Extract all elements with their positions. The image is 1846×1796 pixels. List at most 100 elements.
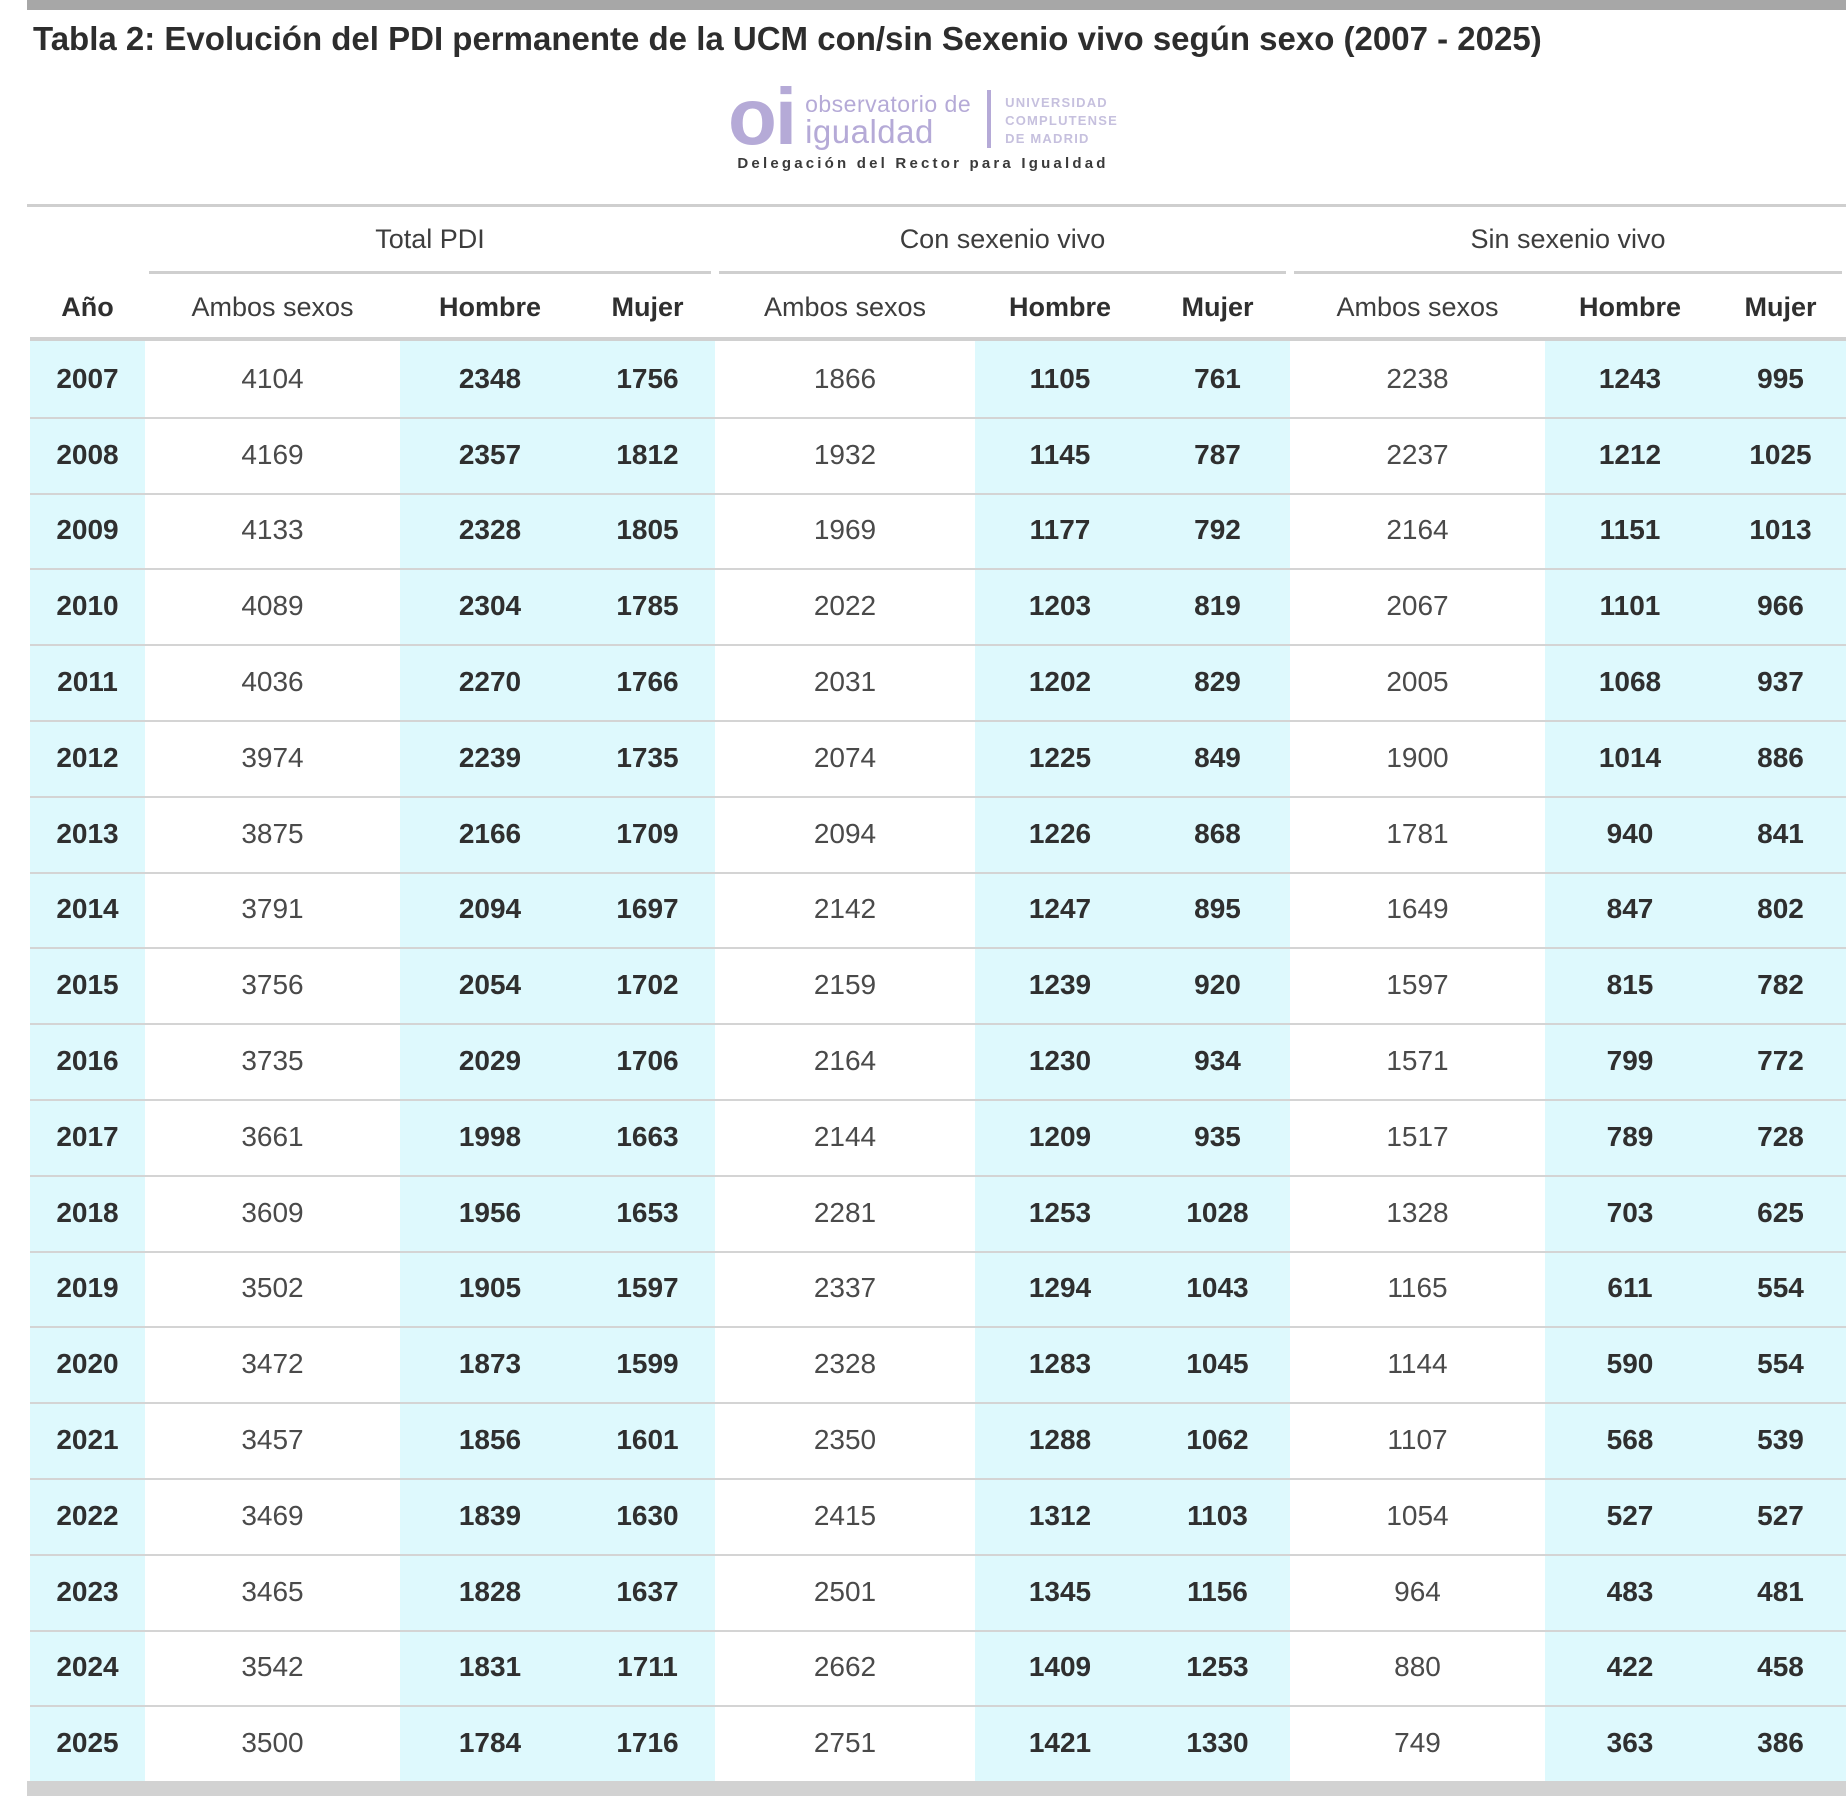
value-cell: 2350	[715, 1402, 975, 1478]
value-cell: 1062	[1145, 1402, 1290, 1478]
value-cell: 3791	[145, 872, 400, 948]
value-cell: 590	[1545, 1326, 1715, 1403]
value-cell: 1145	[975, 416, 1145, 493]
value-cell: 802	[1715, 871, 1846, 948]
value-cell: 1905	[400, 1250, 580, 1327]
logo-wordmark-line1: observatorio de	[805, 91, 972, 118]
column-header-g0-2[interactable]: Mujer	[611, 291, 684, 322]
value-cell: 481	[1715, 1553, 1846, 1630]
value-cell: 2751	[715, 1705, 975, 1781]
value-cell: 2348	[400, 341, 580, 417]
value-cell: 1785	[580, 568, 715, 645]
logo-wordmark-line2: igualdad	[805, 113, 934, 151]
value-cell: 2031	[715, 644, 975, 720]
value-cell: 2239	[400, 719, 580, 796]
value-cell: 2415	[715, 1478, 975, 1554]
value-cell: 1253	[975, 1174, 1145, 1251]
value-cell: 1601	[580, 1402, 715, 1478]
year-cell: 2014	[30, 871, 145, 948]
value-cell: 2094	[400, 871, 580, 948]
column-header-g0-0[interactable]: Ambos sexos	[191, 291, 354, 322]
column-header-g1-0[interactable]: Ambos sexos	[763, 291, 927, 322]
value-cell: 1247	[975, 871, 1145, 948]
value-cell: 3472	[145, 1326, 400, 1402]
header-divider-line	[30, 337, 1846, 341]
value-cell: 799	[1545, 1023, 1715, 1099]
value-cell: 1781	[1290, 796, 1545, 872]
column-header-g1-2[interactable]: Mujer	[1181, 291, 1254, 322]
value-cell: 2067	[1290, 568, 1545, 644]
value-cell: 1151	[1545, 492, 1715, 569]
year-cell: 2015	[30, 947, 145, 1024]
value-cell: 4169	[145, 417, 400, 493]
value-cell: 728	[1715, 1098, 1846, 1175]
university-line-3: DE MADRID	[1005, 131, 1090, 147]
column-header-g2-0[interactable]: Ambos sexos	[1336, 291, 1499, 322]
value-cell: 1711	[580, 1629, 715, 1706]
horizontal-scrollbar-track[interactable]	[27, 1781, 1846, 1796]
year-cell: 2019	[30, 1250, 145, 1327]
value-cell: 2238	[1386, 362, 1449, 394]
value-cell: 3875	[145, 796, 400, 872]
column-header-g2-2[interactable]: Mujer	[1744, 291, 1817, 322]
value-cell: 2029	[400, 1023, 580, 1099]
value-cell: 1716	[580, 1705, 715, 1782]
value-cell: 2662	[715, 1630, 975, 1706]
value-cell: 2281	[715, 1175, 975, 1251]
value-cell: 1043	[1145, 1250, 1290, 1327]
value-cell: 1226	[975, 795, 1145, 872]
value-cell: 1025	[1715, 416, 1846, 493]
value-cell: 3457	[145, 1402, 400, 1478]
value-cell: 1156	[1145, 1553, 1290, 1630]
year-cell: 2009	[30, 492, 145, 569]
value-cell: 1225	[975, 719, 1145, 796]
year-cell: 2010	[30, 568, 145, 645]
value-cell: 1203	[975, 568, 1145, 645]
year-cell: 2007	[30, 341, 145, 417]
value-cell: 2337	[715, 1251, 975, 1327]
value-cell: 886	[1715, 719, 1846, 796]
value-cell: 1839	[400, 1477, 580, 1554]
value-cell: 1028	[1145, 1174, 1290, 1251]
value-cell: 1969	[715, 493, 975, 569]
value-cell: 2304	[400, 568, 580, 645]
university-line-1: UNIVERSIDAD	[1005, 95, 1108, 111]
logo-wordmark: observatorio de igualdad	[805, 92, 971, 148]
value-cell: 2237	[1290, 417, 1545, 493]
value-cell: 1649	[1290, 872, 1545, 948]
value-cell: 789	[1545, 1098, 1715, 1175]
value-cell: 1709	[580, 795, 715, 872]
year-cell: 2012	[30, 719, 145, 796]
table-header: Total PDI Con sexenio vivo Sin sexenio viv…	[30, 207, 1846, 340]
column-header-g0-1[interactable]: Hombre	[438, 291, 541, 322]
value-cell: 625	[1715, 1174, 1846, 1251]
value-cell: 1805	[580, 492, 715, 569]
group-header-2: Sin sexenio vivo	[1294, 207, 1842, 274]
value-cell: 2166	[400, 795, 580, 872]
value-cell: 1599	[580, 1326, 715, 1403]
value-cell: 3609	[145, 1175, 400, 1251]
column-header-year[interactable]: Año	[61, 291, 114, 322]
column-header-g1-1[interactable]: Hombre	[1008, 291, 1111, 322]
value-cell: 527	[1545, 1477, 1715, 1554]
value-cell: 964	[1290, 1554, 1545, 1630]
value-cell: 1212	[1545, 416, 1715, 493]
value-cell: 1230	[975, 1023, 1145, 1099]
logo-separator-bar	[987, 90, 992, 149]
value-cell: 2094	[715, 796, 975, 872]
value-cell: 1697	[580, 871, 715, 948]
column-header-g2-1[interactable]: Hombre	[1578, 291, 1681, 322]
value-cell: 2501	[715, 1554, 975, 1630]
value-cell: 527	[1715, 1477, 1846, 1554]
value-cell: 2144	[715, 1099, 975, 1175]
value-cell: 819	[1145, 568, 1290, 645]
value-cell: 2005	[1290, 644, 1545, 720]
logo-tagline: Delegación del Rector para Igualdad	[737, 155, 1109, 173]
value-cell: 2159	[715, 947, 975, 1023]
value-cell: 1828	[400, 1553, 580, 1630]
value-cell: 849	[1145, 719, 1290, 796]
value-cell: 2328	[715, 1326, 975, 1402]
value-cell: 782	[1715, 947, 1846, 1024]
value-cell: 1294	[975, 1250, 1145, 1327]
value-cell: 458	[1715, 1629, 1846, 1706]
